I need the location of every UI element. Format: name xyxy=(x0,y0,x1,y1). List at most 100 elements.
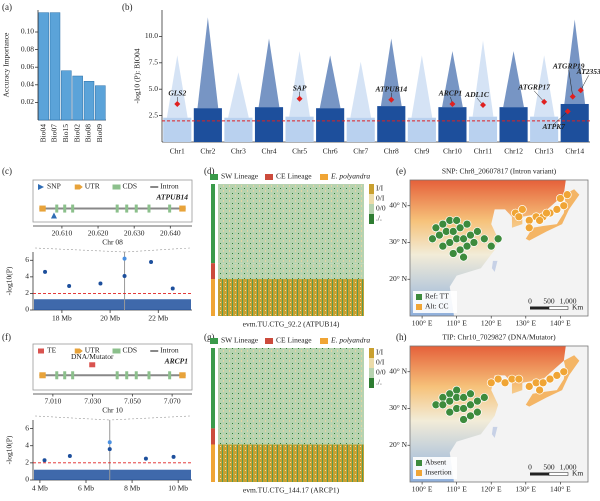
peak-column xyxy=(411,55,433,118)
legend-swatch xyxy=(369,348,374,358)
locus-marker xyxy=(541,98,548,105)
sample-point xyxy=(452,385,462,395)
snp-point xyxy=(122,256,127,261)
snp-point xyxy=(67,454,72,458)
x-tick-label: Chr2 xyxy=(200,147,215,156)
x-tick-label: 110° E xyxy=(446,485,467,494)
island xyxy=(491,426,498,438)
cds xyxy=(55,371,59,380)
legend-swatch xyxy=(265,174,273,180)
legend-swatch xyxy=(210,338,218,344)
sample-point xyxy=(552,371,562,380)
sample-point xyxy=(431,223,441,233)
x-tick-label: Chr8 xyxy=(384,147,399,156)
legend-swatch xyxy=(416,470,422,476)
legend-swatch xyxy=(38,184,44,190)
legend-box xyxy=(413,291,457,313)
legend-swatch xyxy=(74,348,83,354)
panel-label: (e) xyxy=(396,166,406,176)
scale-label: 0 xyxy=(528,297,532,306)
legend-label: Absent xyxy=(425,458,447,467)
sample-point xyxy=(455,223,465,233)
y-tick-label: 6 xyxy=(25,255,29,264)
gene-label: evm.TU.CTG_92.2 (ATPUB14) xyxy=(243,320,340,329)
x-tick-label: 20.620 xyxy=(88,229,109,238)
locus-label: ATGRP19 xyxy=(552,61,585,70)
bar xyxy=(49,12,61,121)
locus-leader xyxy=(568,69,573,97)
x-tick-label: 7.070 xyxy=(164,397,181,406)
y-tick-label: 20° N xyxy=(389,440,407,449)
cds xyxy=(147,371,151,380)
sample-point xyxy=(562,190,572,200)
sample-point xyxy=(486,241,496,251)
legend-label: Ref: TT xyxy=(425,292,449,301)
snp-body xyxy=(163,117,192,142)
panel-label: (c) xyxy=(2,166,12,176)
locus-marker xyxy=(296,95,303,102)
legend-label: Intron xyxy=(160,346,179,355)
snp-body xyxy=(224,117,253,142)
sample-point xyxy=(459,234,468,244)
locus-marker xyxy=(449,100,456,107)
x-tick-label: 20 Mb xyxy=(100,314,120,323)
sample-point xyxy=(462,241,472,251)
y-tick-label: 10.0 xyxy=(145,31,158,40)
legend-label: CDS xyxy=(123,182,138,191)
legend-label: CDS xyxy=(123,346,138,355)
peak-column xyxy=(503,51,524,108)
sample-point xyxy=(552,205,562,214)
zoom-line xyxy=(109,415,191,421)
sample-point xyxy=(559,201,569,211)
snp-point xyxy=(67,283,72,288)
snp-body xyxy=(193,108,222,142)
scale-unit: Km xyxy=(572,469,583,478)
group-strip xyxy=(211,184,215,264)
scale-label: 1,000 xyxy=(560,463,577,472)
legend-swatch xyxy=(369,214,374,224)
legend-box xyxy=(413,457,457,479)
group-strip xyxy=(211,428,215,445)
group-strip xyxy=(211,263,215,280)
y-tick-label: 2 xyxy=(25,288,29,297)
y-tick-label: 0 xyxy=(25,305,29,314)
locus-label: AT2353 xyxy=(576,67,600,76)
legend-label: CE Lineage xyxy=(276,172,312,181)
legend-label: 0/0 xyxy=(376,204,386,213)
zoom-line xyxy=(124,247,191,253)
y-tick-label: 0.04 xyxy=(21,80,34,89)
utr xyxy=(179,205,186,212)
legend-label: ./. xyxy=(376,378,382,387)
x-tick-label: Chr14 xyxy=(565,147,584,156)
sample-point xyxy=(466,389,475,399)
locus-leader xyxy=(533,90,545,103)
x-tick-label: 7.050 xyxy=(124,397,141,406)
sample-point xyxy=(559,367,569,377)
x-tick-label: Chr3 xyxy=(231,147,246,156)
x-tick-label: 130° E xyxy=(515,319,536,328)
x-tick-label: Chr11 xyxy=(474,147,493,156)
scale-unit: Km xyxy=(572,303,583,312)
zoom-line xyxy=(34,415,110,421)
legend-label: TE xyxy=(47,346,57,355)
legend-swatch xyxy=(38,348,44,354)
locus-marker xyxy=(480,102,486,109)
x-tick-label: 120° E xyxy=(481,319,502,328)
group-strip xyxy=(211,348,215,429)
y-axis-label: -log10(P) xyxy=(5,266,14,295)
y-tick-label: 0 xyxy=(25,475,29,484)
peak-column xyxy=(197,17,219,109)
sample-point xyxy=(455,245,465,255)
sample-point xyxy=(452,216,462,225)
legend-label: E. polyandra xyxy=(330,172,370,181)
cds xyxy=(63,371,67,380)
zoom-line xyxy=(34,247,125,253)
sample-point xyxy=(428,234,437,244)
sample-point xyxy=(493,234,503,244)
snp-point xyxy=(42,458,47,463)
cds xyxy=(115,204,119,213)
snp-point xyxy=(122,274,127,279)
x-tick-label: Chr5 xyxy=(292,147,307,156)
y-axis-label: -log10 (P): BIO04 xyxy=(133,48,142,103)
